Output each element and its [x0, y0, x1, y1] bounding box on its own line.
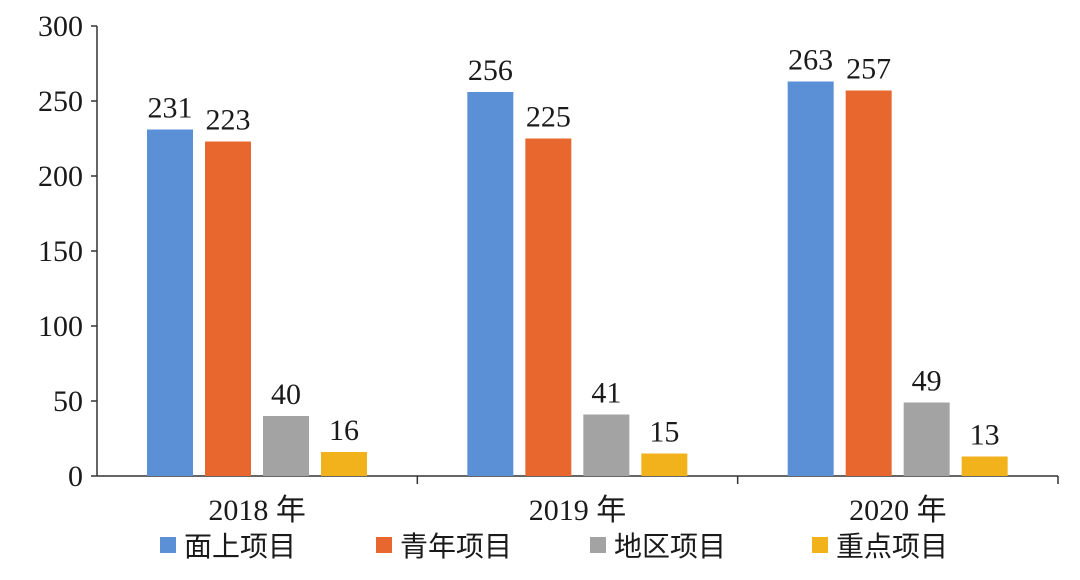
bar: [321, 452, 367, 476]
y-tick-label: 200: [38, 160, 83, 193]
y-tick-label: 100: [38, 310, 83, 343]
legend-label: 青年项目: [400, 530, 512, 563]
data-label: 16: [329, 414, 359, 447]
data-label: 263: [788, 44, 833, 77]
data-label: 223: [206, 104, 251, 137]
bar: [583, 414, 630, 476]
y-tick-label: 0: [68, 460, 83, 493]
legend-swatch: [376, 537, 392, 553]
legend-label: 面上项目: [184, 530, 296, 563]
legend-label: 地区项目: [614, 530, 726, 563]
data-label: 231: [148, 92, 193, 125]
data-label: 49: [912, 365, 942, 398]
y-tick-label: 150: [38, 235, 83, 268]
bar: [787, 81, 834, 476]
legend-label: 重点项目: [836, 530, 948, 563]
bar: [467, 92, 514, 476]
legend-swatch: [812, 537, 828, 553]
x-tick-label: 2018 年: [208, 494, 306, 527]
bar: [147, 129, 193, 476]
bar: [845, 90, 892, 476]
bar: [961, 456, 1008, 476]
legend-swatch: [590, 537, 606, 553]
y-tick-label: 300: [38, 10, 83, 43]
y-tick-label: 250: [38, 85, 83, 118]
y-tick-label: 50: [53, 385, 83, 418]
x-tick-label: 2020 年: [849, 494, 947, 527]
bar: [641, 453, 688, 476]
data-label: 41: [591, 377, 621, 410]
x-tick-label: 2019 年: [529, 494, 627, 527]
data-label: 257: [846, 53, 891, 86]
bar: [525, 138, 572, 476]
data-label: 225: [526, 101, 571, 134]
data-label: 15: [649, 416, 679, 449]
data-label: 40: [271, 378, 301, 411]
legend-swatch: [160, 537, 176, 553]
data-label: 256: [468, 54, 513, 87]
bar: [205, 141, 251, 476]
bar: [903, 402, 950, 476]
data-label: 13: [970, 419, 1000, 452]
bar: [263, 416, 309, 476]
